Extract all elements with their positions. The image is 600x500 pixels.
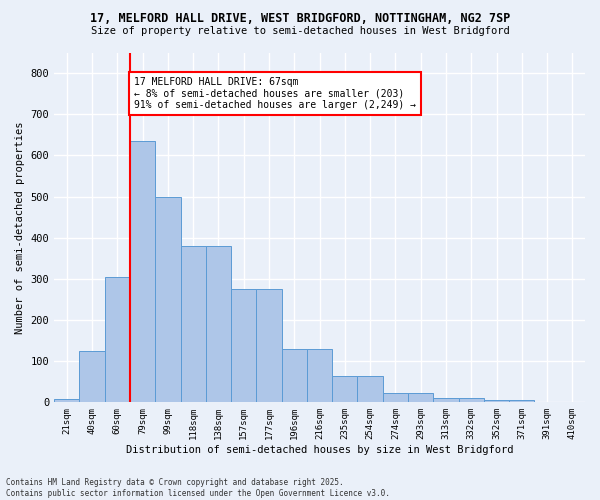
Bar [181,246,206,402]
Bar [256,289,281,403]
Bar [281,349,307,403]
Bar [484,400,509,402]
Bar [130,141,155,403]
Bar [358,376,383,402]
Text: 17 MELFORD HALL DRIVE: 67sqm
← 8% of semi-detached houses are smaller (203)
91% : 17 MELFORD HALL DRIVE: 67sqm ← 8% of sem… [134,77,416,110]
Bar [206,246,231,402]
Bar [433,398,458,402]
Y-axis label: Number of semi-detached properties: Number of semi-detached properties [15,121,25,334]
Bar [408,394,433,402]
Bar [105,277,130,402]
Bar [509,400,535,402]
Text: Size of property relative to semi-detached houses in West Bridgford: Size of property relative to semi-detach… [91,26,509,36]
Bar [307,349,332,403]
Bar [155,196,181,402]
Text: 17, MELFORD HALL DRIVE, WEST BRIDGFORD, NOTTINGHAM, NG2 7SP: 17, MELFORD HALL DRIVE, WEST BRIDGFORD, … [90,12,510,26]
Bar [383,394,408,402]
Bar [79,351,105,403]
Bar [231,289,256,403]
Text: Contains HM Land Registry data © Crown copyright and database right 2025.
Contai: Contains HM Land Registry data © Crown c… [6,478,390,498]
Bar [54,399,79,402]
X-axis label: Distribution of semi-detached houses by size in West Bridgford: Distribution of semi-detached houses by … [126,445,514,455]
Bar [458,398,484,402]
Bar [332,376,358,402]
